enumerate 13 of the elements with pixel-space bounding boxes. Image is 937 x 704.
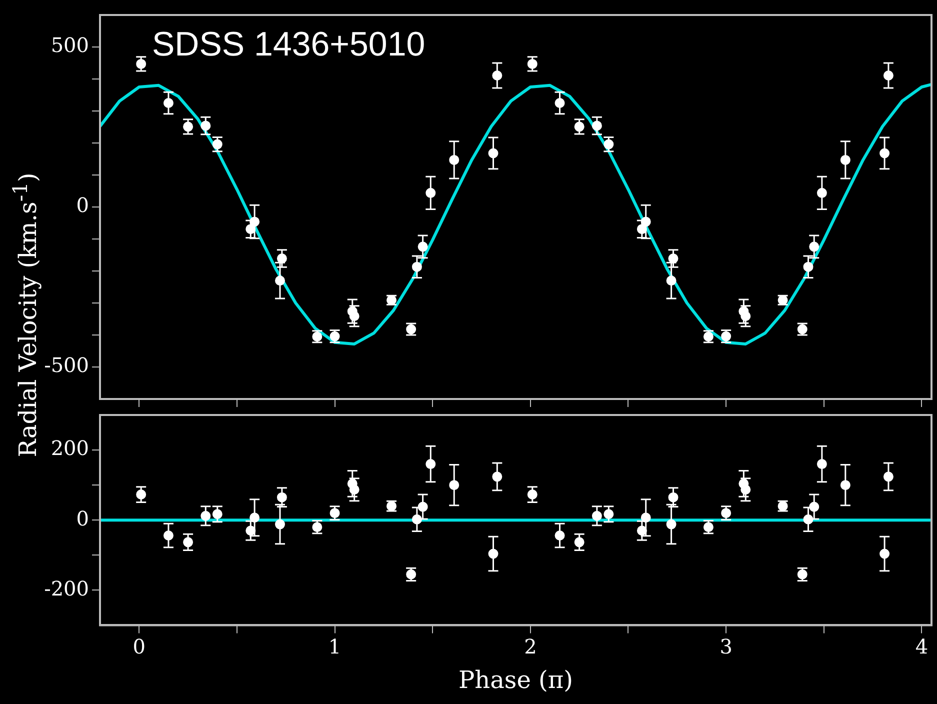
y-tick-label: -200 xyxy=(44,576,89,600)
y-tick-label: -500 xyxy=(44,353,89,378)
x-axis-title: Phase (π) xyxy=(458,666,574,694)
y-tick-label: 500 xyxy=(50,33,89,58)
y-tick-label: 0 xyxy=(76,193,89,218)
x-tick-label: 1 xyxy=(328,634,342,658)
x-tick-label: 2 xyxy=(524,634,537,658)
x-tick-label: 3 xyxy=(720,634,732,658)
y-tick-label: 0 xyxy=(76,506,89,530)
annotation: SDSS 1436+5010 xyxy=(152,25,426,64)
x-tick-label: 0 xyxy=(132,634,146,658)
y-tick-label: 200 xyxy=(50,436,89,460)
x-tick-label: 4 xyxy=(915,634,928,658)
